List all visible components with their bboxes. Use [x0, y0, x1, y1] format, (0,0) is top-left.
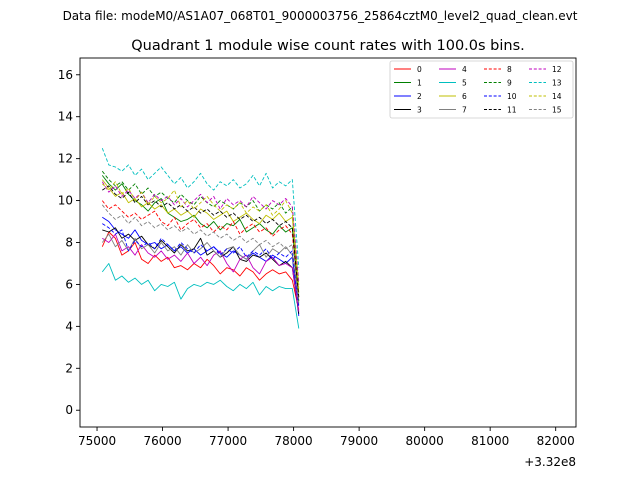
y-tick-label-10: 10	[58, 194, 73, 208]
series-layer	[101, 148, 300, 329]
legend-label-8: 8	[507, 65, 512, 74]
series-line-7	[101, 233, 300, 306]
y-axis: 0 2 4 6 8 10 12 14 16	[58, 68, 80, 417]
y-tick-label-12: 12	[58, 152, 73, 166]
y-tick-label-8: 8	[65, 236, 73, 250]
x-tick-label-76000: 76000	[143, 434, 181, 448]
series-line-11	[102, 185, 300, 298]
x-tick-label-78000: 78000	[275, 434, 313, 448]
x-tick-label-82000: 82000	[537, 434, 575, 448]
series-line-13	[101, 148, 300, 268]
series-line-15	[101, 204, 300, 304]
series-line-0	[101, 231, 300, 310]
legend-label-9: 9	[507, 79, 512, 88]
data-file-suptitle: Data file: modeM0/AS1A07_068T01_90000037…	[63, 9, 578, 23]
x-tick-label-77000: 77000	[209, 434, 247, 448]
y-tick-label-0: 0	[65, 403, 73, 417]
legend-label-10: 10	[507, 92, 517, 101]
legend-label-7: 7	[462, 106, 467, 115]
legend-label-14: 14	[552, 92, 562, 101]
y-tick-label-6: 6	[65, 277, 73, 291]
series-line-14	[101, 181, 300, 289]
legend-label-1: 1	[417, 79, 422, 88]
series-line-3	[102, 227, 300, 314]
legend-label-3: 3	[417, 106, 422, 115]
x-axis-offset-label: +3.32e8	[524, 455, 576, 469]
x-tick-label-81000: 81000	[471, 434, 509, 448]
y-tick-label-4: 4	[65, 319, 73, 333]
legend-label-13: 13	[552, 79, 562, 88]
legend-label-5: 5	[462, 79, 467, 88]
x-tick-label-80000: 80000	[406, 434, 444, 448]
y-tick-label-2: 2	[65, 361, 73, 375]
series-line-12	[101, 181, 300, 283]
legend-box	[389, 60, 574, 119]
y-tick-label-14: 14	[58, 110, 73, 124]
x-tick-label-79000: 79000	[340, 434, 378, 448]
legend-label-12: 12	[552, 65, 562, 74]
series-line-4	[102, 233, 300, 312]
series-line-5	[101, 263, 300, 329]
series-line-8	[101, 200, 300, 300]
chart-title: Quadrant 1 module wise count rates with …	[131, 38, 525, 54]
series-line-6	[101, 179, 300, 293]
legend-label-4: 4	[462, 65, 467, 74]
x-axis: 75000 76000 77000 78000 79000 80000 81000 82000	[78, 427, 575, 448]
legend-label-2: 2	[417, 92, 422, 101]
legend-label-6: 6	[462, 92, 467, 101]
y-tick-label-16: 16	[58, 68, 73, 82]
legend-label-0: 0	[417, 65, 422, 74]
legend-label-15: 15	[552, 106, 562, 115]
x-tick-label-75000: 75000	[78, 434, 116, 448]
legend-label-11: 11	[507, 106, 517, 115]
